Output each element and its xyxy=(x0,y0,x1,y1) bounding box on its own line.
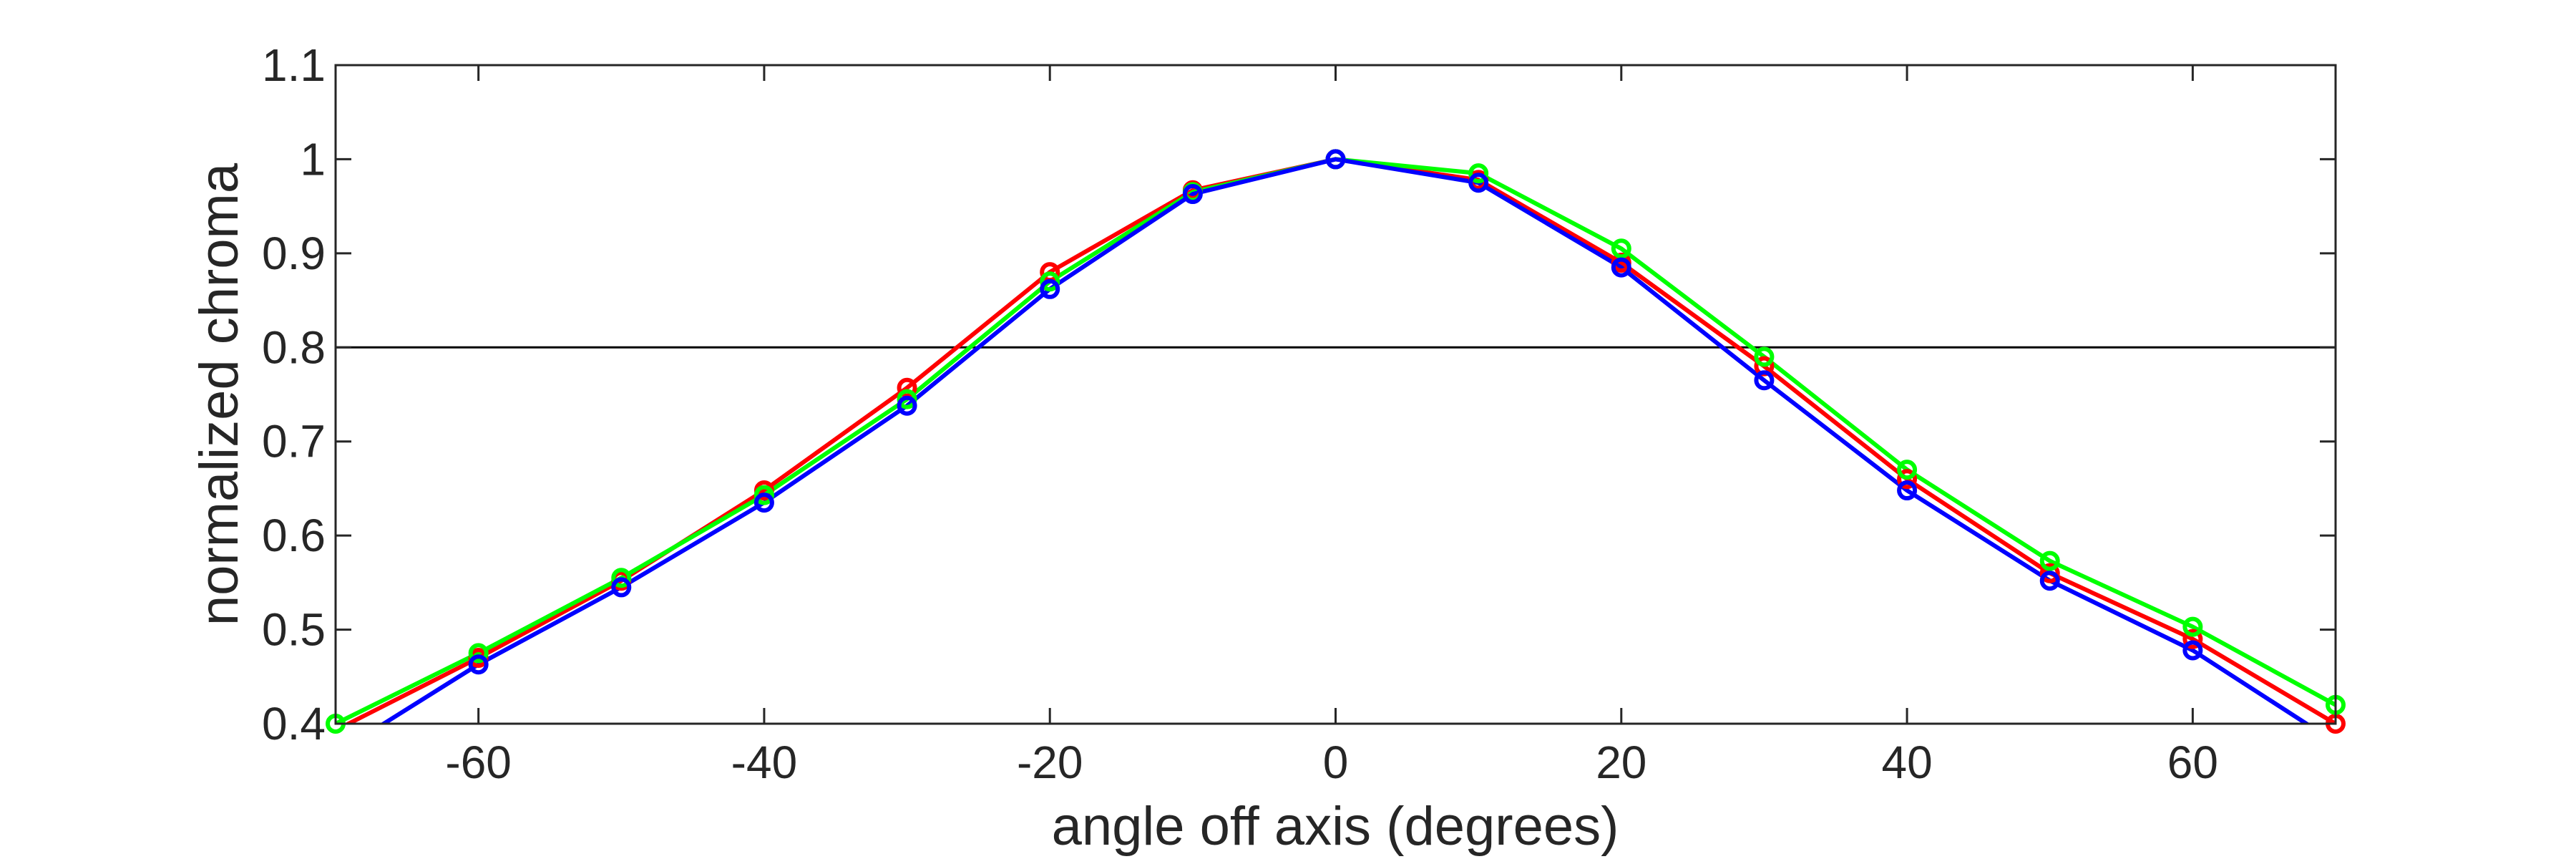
marker-layer xyxy=(326,149,2346,734)
series-2-point-8 xyxy=(1468,173,1489,193)
series-1-point-5 xyxy=(1040,271,1060,292)
series-1-point-2 xyxy=(611,568,632,588)
y-tick-label: 0.8 xyxy=(262,321,326,373)
series-2-point-2 xyxy=(611,577,632,598)
series-2-point-9 xyxy=(1611,257,1631,278)
x-tick-label: 20 xyxy=(1596,737,1646,788)
series-2-point-13 xyxy=(2182,640,2203,661)
x-tick-label: 0 xyxy=(1323,737,1349,788)
series-1-point-4 xyxy=(897,389,917,409)
y-tick-label: 1.1 xyxy=(262,39,326,91)
data-layer xyxy=(336,157,2336,724)
series-2-point-4 xyxy=(897,395,917,416)
series-2-point-5 xyxy=(1040,278,1060,299)
series-1-point-13 xyxy=(2182,616,2203,637)
y-tick-label: 0.7 xyxy=(262,416,326,467)
y-tick-label: 0.9 xyxy=(262,228,326,279)
x-tick-label: -20 xyxy=(1017,737,1083,788)
series-2-point-11 xyxy=(1897,480,1918,501)
series-2-point-12 xyxy=(2039,571,2060,591)
series-1-point-11 xyxy=(1897,460,1918,480)
series-2-point-7 xyxy=(1325,149,1346,170)
x-tick-label: 40 xyxy=(1881,737,1932,788)
series-line-2 xyxy=(379,157,2311,724)
y-tick-label: 0.6 xyxy=(262,510,326,561)
series-2-point-3 xyxy=(753,492,774,513)
series-1-point-1 xyxy=(468,643,489,664)
series-1-point-9 xyxy=(1611,238,1631,259)
y-tick-label: 0.5 xyxy=(262,604,326,656)
series-1-point-3 xyxy=(753,485,774,505)
series-2-point-1 xyxy=(468,654,489,675)
y-axis-title: normalized chroma xyxy=(189,162,250,626)
y-tick-label: 1 xyxy=(300,133,326,185)
x-tick-label: 60 xyxy=(2167,737,2218,788)
series-1-point-12 xyxy=(2039,550,2060,571)
series-1-point-10 xyxy=(1754,346,1775,367)
x-tick-label: -40 xyxy=(731,737,798,788)
x-tick-label: -60 xyxy=(445,737,512,788)
x-axis-title: angle off axis (degrees) xyxy=(1052,796,1619,857)
series-0-point-12 xyxy=(2039,563,2060,583)
series-0-point-13 xyxy=(2182,629,2203,649)
tick-layer: -60 -40 -20 0 20 40 60 0.4 0.5 0.6 0.7 0.8 0.9 1 1.1 xyxy=(262,39,2336,788)
series-2-point-10 xyxy=(1754,370,1775,391)
series-0-point-11 xyxy=(1897,469,1918,490)
series-1-point-8 xyxy=(1468,163,1489,184)
series-2-point-6 xyxy=(1182,184,1203,205)
y-tick-label: 0.4 xyxy=(262,698,326,749)
plot-background xyxy=(336,65,2336,724)
